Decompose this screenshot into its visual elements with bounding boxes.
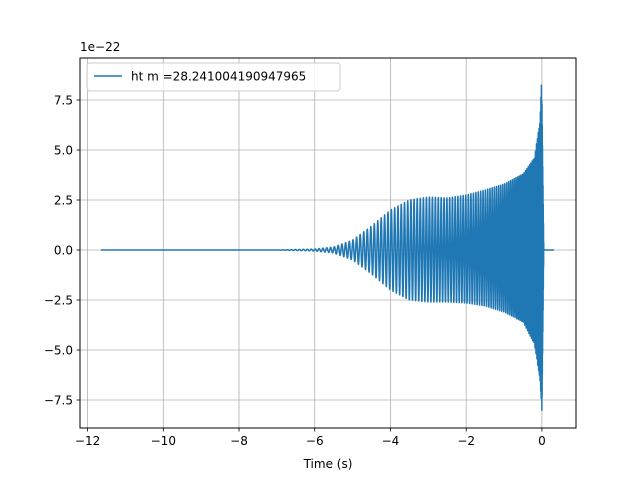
x-tick-label: −10 [151, 434, 176, 448]
legend-box [86, 62, 341, 92]
y-axis: −7.5 −5.0 −2.5 0.0 2.5 5.0 7.5 [44, 93, 80, 407]
x-tick-label: −6 [306, 434, 324, 448]
series-line [100, 84, 555, 412]
y-tick-label: −2.5 [44, 293, 73, 307]
legend: ht m =28.241004190947965 [86, 62, 341, 92]
y-tick-label: 0.0 [54, 243, 73, 257]
x-tick-label: −12 [75, 434, 100, 448]
x-axis-label: Time (s) [303, 457, 353, 471]
x-tick-label: −2 [457, 434, 475, 448]
y-tick-label: 5.0 [54, 143, 73, 157]
x-axis: −12 −10 −8 −6 −4 −2 0 [75, 428, 546, 448]
y-offset-label: 1e−22 [80, 40, 120, 54]
y-tick-label: 7.5 [54, 93, 73, 107]
y-tick-label: −7.5 [44, 393, 73, 407]
x-tick-label: 0 [538, 434, 546, 448]
x-tick-label: −4 [382, 434, 400, 448]
x-tick-label: −8 [230, 434, 248, 448]
axes-frame [79, 57, 577, 429]
y-tick-label: 2.5 [54, 193, 73, 207]
legend-label: ht m =28.241004190947965 [131, 70, 306, 84]
y-tick-label: −5.0 [44, 343, 73, 357]
plot-area [100, 84, 555, 412]
